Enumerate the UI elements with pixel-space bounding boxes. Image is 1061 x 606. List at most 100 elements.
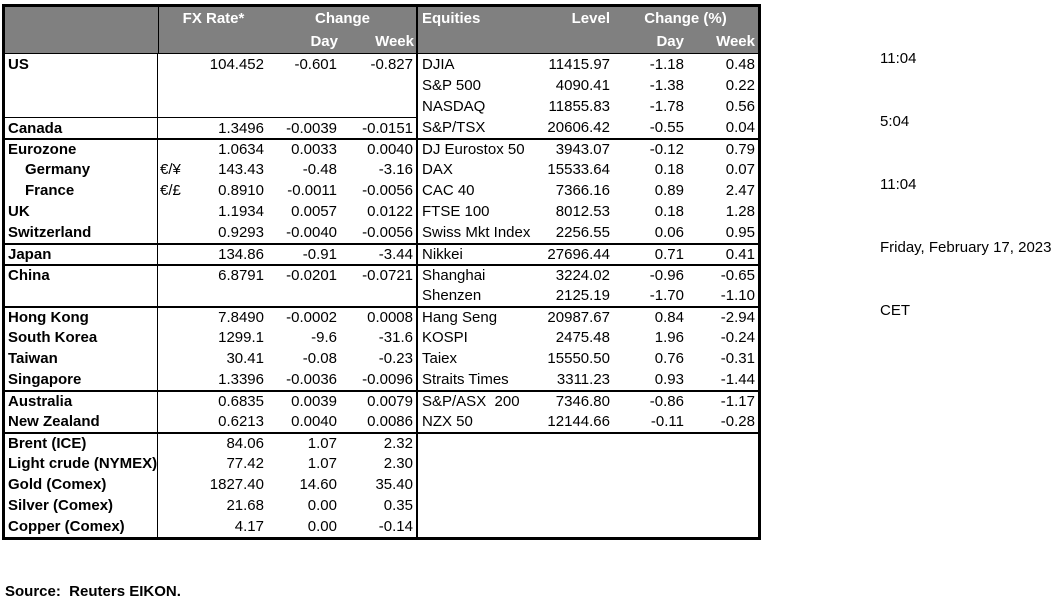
fx-rate-value bbox=[190, 96, 267, 117]
fx-currency-pair bbox=[158, 369, 190, 390]
equity-day-change: 0.18 bbox=[654, 203, 684, 220]
equity-day-change: -0.86 bbox=[649, 393, 684, 410]
fx-table-row: Brent (ICE) 84.06 1.07 2.32 bbox=[5, 432, 416, 453]
fx-currency-pair bbox=[158, 201, 190, 222]
fx-table-row: China 6.8791 -0.0201 -0.0721 bbox=[5, 264, 416, 285]
equity-level-value: 7346.80 bbox=[555, 393, 610, 410]
fx-currency-pair: €/¥ bbox=[160, 161, 181, 178]
fx-row-label bbox=[5, 285, 158, 306]
fx-currency-pair bbox=[158, 348, 190, 369]
fx-rate-value: 1.1934 bbox=[218, 203, 264, 220]
fx-day-change bbox=[267, 285, 340, 306]
fx-week-change: 2.30 bbox=[383, 455, 413, 472]
fx-day-change: 0.0039 bbox=[291, 393, 337, 410]
fx-currency-pair bbox=[158, 308, 190, 327]
equity-index-label: NASDAQ bbox=[422, 98, 486, 115]
equities-table-row: KOSPI 2475.48 1.96 -0.24 bbox=[418, 327, 758, 348]
fx-day-change: -0.601 bbox=[294, 56, 337, 73]
equities-header-level: Level bbox=[571, 10, 610, 27]
equity-week-change: -0.24 bbox=[720, 329, 755, 346]
equity-index-label: KOSPI bbox=[422, 329, 468, 346]
equity-index-label: Straits Times bbox=[422, 371, 509, 388]
equity-index-label: Shanghai bbox=[422, 267, 486, 284]
equity-level-value bbox=[541, 434, 613, 453]
equities-table-row bbox=[418, 474, 758, 495]
equities-table-row: Straits Times 3311.23 0.93 -1.44 bbox=[418, 369, 758, 390]
equity-day-change bbox=[613, 474, 687, 495]
equity-level-value: 3943.07 bbox=[555, 141, 610, 158]
equity-index-label: S&P/ASX 200 bbox=[422, 393, 520, 410]
equity-week-change bbox=[687, 453, 758, 474]
equity-day-change: -0.96 bbox=[649, 267, 684, 284]
equity-level-value: 12144.66 bbox=[547, 413, 610, 430]
equity-index-label: Nikkei bbox=[422, 246, 463, 263]
fx-day-change: 14.60 bbox=[299, 476, 337, 493]
equity-week-change bbox=[687, 495, 758, 516]
equity-week-change: 0.41 bbox=[725, 246, 755, 263]
equity-day-change: 1.96 bbox=[654, 329, 684, 346]
equities-table-row bbox=[418, 453, 758, 474]
equity-week-change: 0.48 bbox=[725, 56, 755, 73]
equities-header-spacer1 bbox=[418, 30, 541, 53]
fx-day-change: -0.0040 bbox=[286, 224, 337, 241]
equity-week-change: -0.28 bbox=[720, 413, 755, 430]
fx-day-change: -0.0002 bbox=[286, 309, 337, 326]
equity-week-change: -2.94 bbox=[720, 309, 755, 326]
fx-currency-pair bbox=[158, 222, 190, 243]
fx-row-label: Canada bbox=[5, 118, 158, 138]
equity-day-change bbox=[613, 495, 687, 516]
equities-table-row: Taiex 15550.50 0.76 -0.31 bbox=[418, 348, 758, 369]
equities-header-spacer2 bbox=[541, 30, 613, 53]
fx-table-row: Japan 134.86 -0.91 -3.44 bbox=[5, 243, 416, 264]
fx-week-change: -0.14 bbox=[378, 518, 413, 535]
fx-rows: US 104.452 -0.601 -0.827 Canada 1.3496 -0.0039… bbox=[5, 54, 416, 537]
fx-rate-value: 6.8791 bbox=[218, 267, 264, 284]
fx-header-spacer bbox=[191, 30, 268, 53]
fx-header-change: Change bbox=[314, 10, 370, 27]
fx-rate-value: 21.68 bbox=[226, 497, 264, 514]
fx-header-label-spacer bbox=[5, 7, 159, 30]
fx-header-pair-spacer bbox=[159, 30, 191, 53]
equity-day-change: -0.12 bbox=[649, 141, 684, 158]
fx-table-row: Silver (Comex) 21.68 0.00 0.35 bbox=[5, 495, 416, 516]
equity-index-label: Shenzen bbox=[422, 287, 482, 304]
fx-table-row bbox=[5, 285, 416, 306]
fx-week-change: -0.0056 bbox=[362, 224, 413, 241]
fx-row-label: US bbox=[5, 54, 158, 75]
fx-week-change: 0.0079 bbox=[367, 393, 413, 410]
equity-day-change: -1.70 bbox=[649, 287, 684, 304]
equities-table-row: FTSE 100 8012.53 0.18 1.28 bbox=[418, 201, 758, 222]
fx-currency-pair bbox=[158, 285, 190, 306]
equities-header-change: Change (%) bbox=[644, 10, 727, 27]
fx-week-change: 0.35 bbox=[383, 497, 413, 514]
fx-row-label: Singapore bbox=[5, 369, 158, 390]
fx-currency-pair bbox=[158, 327, 190, 348]
fx-currency-pair bbox=[158, 96, 190, 117]
equity-week-change: -0.65 bbox=[720, 267, 755, 284]
equities-table-row: CAC 40 7366.16 0.89 2.47 bbox=[418, 180, 758, 201]
equities-table-row: Swiss Mkt Index 2256.55 0.06 0.95 bbox=[418, 222, 758, 243]
equity-index-label: DAX bbox=[422, 161, 453, 178]
equity-week-change: -1.44 bbox=[720, 371, 755, 388]
fx-header-day: Day bbox=[310, 33, 338, 50]
equity-level-value bbox=[541, 474, 613, 495]
fx-rate-value: 0.9293 bbox=[218, 224, 264, 241]
fx-currency-pair: €/£ bbox=[160, 182, 181, 199]
fx-table-row: Switzerland 0.9293 -0.0040 -0.0056 bbox=[5, 222, 416, 243]
equity-week-change: -1.10 bbox=[720, 287, 755, 304]
equity-index-label: S&P 500 bbox=[422, 77, 481, 94]
equity-level-value: 15550.50 bbox=[547, 350, 610, 367]
fx-week-change: -0.827 bbox=[370, 56, 413, 73]
timezone-line: CET bbox=[880, 302, 910, 319]
equity-day-change: -1.78 bbox=[649, 98, 684, 115]
fx-table-row: US 104.452 -0.601 -0.827 bbox=[5, 54, 416, 75]
fx-table-row: Eurozone 1.0634 0.0033 0.0040 bbox=[5, 138, 416, 159]
fx-currency-pair bbox=[158, 516, 190, 537]
equities-table-row: DJIA 11415.97 -1.18 0.48 bbox=[418, 54, 758, 75]
fx-row-label: Taiwan bbox=[5, 348, 158, 369]
equity-day-change: 0.06 bbox=[654, 224, 684, 241]
fx-table-row: Light crude (NYMEX) 77.42 1.07 2.30 bbox=[5, 453, 416, 474]
equity-level-value: 11415.97 bbox=[548, 56, 610, 73]
equity-day-change: -1.38 bbox=[649, 77, 684, 94]
